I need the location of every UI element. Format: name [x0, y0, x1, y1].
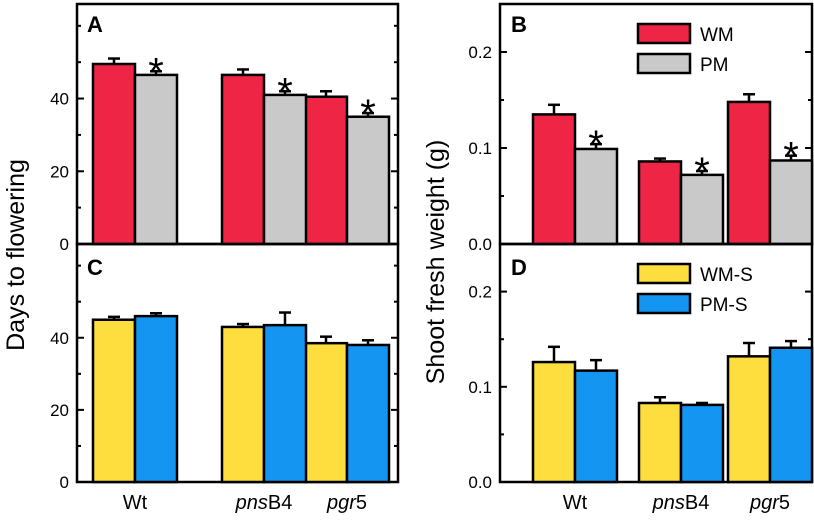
- y-tick-label: 40: [50, 90, 69, 109]
- y-tick-label: 0.2: [468, 283, 492, 302]
- y-tick-label: 0.1: [468, 378, 492, 397]
- significance-star: *: [277, 70, 293, 114]
- legend-swatch: [636, 52, 692, 75]
- bar-pm-2: [262, 93, 308, 246]
- x-category-label: pgr5: [749, 492, 790, 514]
- panel-letter: B: [511, 12, 527, 37]
- legend: WM-S PM-S: [636, 262, 753, 316]
- bar-wm-1: [531, 113, 577, 246]
- bar-wm-3: [303, 95, 349, 246]
- bar-wm-s-1: [91, 318, 137, 484]
- bar-pm-s-2: [262, 323, 308, 484]
- panel-a: 0 20 40 * * * A: [50, 2, 400, 254]
- legend-swatch: [636, 262, 692, 285]
- bar-pm-1: [133, 73, 179, 246]
- y-tick-label: 40: [50, 329, 69, 348]
- x-category-label: pnsB4: [652, 492, 710, 514]
- bar-pm-s-3: [768, 346, 814, 484]
- bar-pm-s-2: [679, 403, 725, 484]
- y-tick-label: 0.2: [468, 43, 492, 62]
- panel-b: 0.0 0.1 0.2 * * * B WM PM: [468, 2, 814, 254]
- x-category-label: pgr5: [326, 492, 367, 514]
- panel-c: 0 20 40 C: [50, 242, 400, 492]
- bar-wm-s-3: [303, 341, 349, 484]
- bar-wm-3: [726, 100, 772, 246]
- legend-swatch: [636, 22, 692, 45]
- significance-star: *: [360, 92, 376, 136]
- legend-label: PM-S: [700, 295, 748, 316]
- panel-d: 0.0 0.1 0.2 D WM-S PM-S: [468, 242, 814, 492]
- significance-star: *: [148, 50, 164, 94]
- panel-letter: C: [87, 255, 103, 280]
- y-tick-label: 20: [50, 162, 69, 181]
- panel-letter: D: [511, 255, 527, 280]
- bar-wm-s-2: [220, 325, 266, 484]
- bar-wm-1: [91, 62, 137, 246]
- bar-pm-s-1: [573, 369, 619, 484]
- y-tick-label: 0.1: [468, 139, 492, 158]
- bar-pm-1: [573, 147, 619, 246]
- bar-wm-2: [220, 73, 266, 246]
- x-category-label: Wt: [123, 492, 148, 514]
- bar-wm-s-2: [637, 401, 683, 484]
- legend-label: PM: [700, 55, 729, 76]
- x-category-label: pnsB4: [235, 492, 293, 514]
- y-tick-label: 0: [60, 473, 69, 492]
- legend-label: WM: [700, 25, 734, 46]
- legend-label: WM-S: [700, 265, 753, 286]
- y-tick-label: 0.0: [468, 473, 492, 492]
- legend-swatch: [636, 292, 692, 315]
- significance-star: *: [783, 135, 799, 179]
- bar-pm-3: [768, 159, 814, 246]
- significance-star: *: [694, 150, 710, 194]
- y-tick-label: 0: [60, 235, 69, 254]
- panel-letter: A: [87, 12, 103, 37]
- bar-pm-s-3: [345, 343, 391, 484]
- x-category-label: Wt: [563, 492, 588, 514]
- y-axis-title-left: Days to flowering: [2, 159, 30, 351]
- bar-pm-s-1: [133, 314, 179, 484]
- bar-wm-s-1: [531, 360, 577, 484]
- y-tick-label: 0.0: [468, 235, 492, 254]
- legend: WM PM: [636, 22, 734, 76]
- y-tick-label: 20: [50, 401, 69, 420]
- significance-star: *: [588, 123, 604, 167]
- bar-wm-s-3: [726, 355, 772, 484]
- y-axis-title-right: Shoot fresh weight (g): [422, 140, 450, 385]
- bar-wm-2: [637, 160, 683, 246]
